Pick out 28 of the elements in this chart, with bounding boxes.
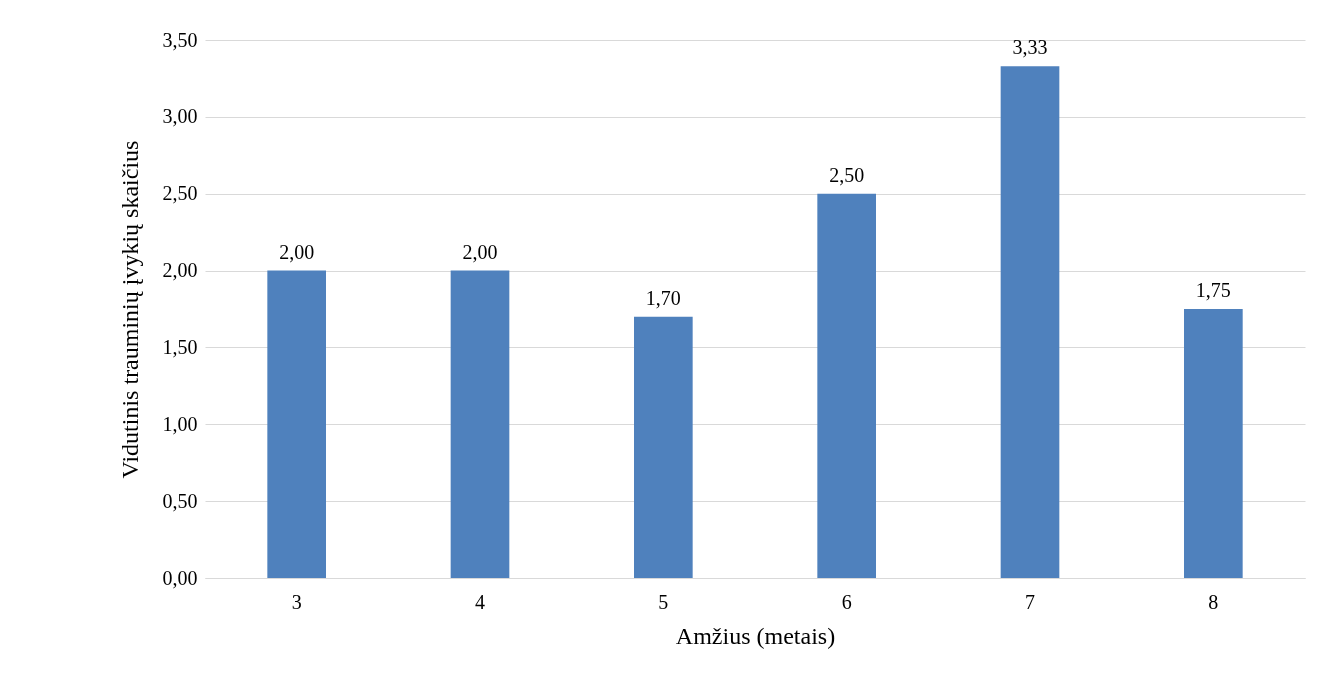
x-tick-label: 8: [1208, 590, 1219, 613]
y-tick-label: 3,00: [162, 105, 198, 128]
bar: [817, 193, 876, 578]
y-tick-label: 2,50: [162, 182, 198, 205]
x-tick-label: 4: [475, 590, 485, 613]
data-label: 1,75: [1195, 279, 1231, 301]
y-tick-label: 1,50: [162, 335, 198, 358]
bar: [267, 270, 326, 578]
bar: [1184, 309, 1243, 578]
y-tick-label: 0,00: [162, 566, 198, 589]
x-tick-label: 7: [1025, 590, 1035, 613]
x-axis-title: Amžius (metais): [675, 622, 836, 649]
y-tick-label: 0,50: [162, 489, 198, 512]
x-tick-label: 6: [841, 590, 852, 613]
bar: [1000, 66, 1060, 578]
x-tick-label: 3: [291, 590, 302, 613]
y-tick-label: 1,00: [162, 412, 198, 435]
bar: [634, 316, 693, 578]
data-label: 1,70: [645, 286, 681, 309]
data-label: 2,00: [279, 240, 315, 263]
y-tick-label: 2,00: [162, 259, 198, 282]
bar: [450, 270, 510, 578]
data-label: 3,33: [1012, 36, 1048, 59]
y-axis-title: Vidutinis trauminių įvykių skaičius: [116, 140, 143, 479]
data-label: 2,50: [829, 163, 865, 186]
y-tick-label: 3,50: [162, 28, 198, 51]
data-label: 2,00: [462, 240, 498, 263]
x-tick-label: 5: [658, 590, 669, 613]
